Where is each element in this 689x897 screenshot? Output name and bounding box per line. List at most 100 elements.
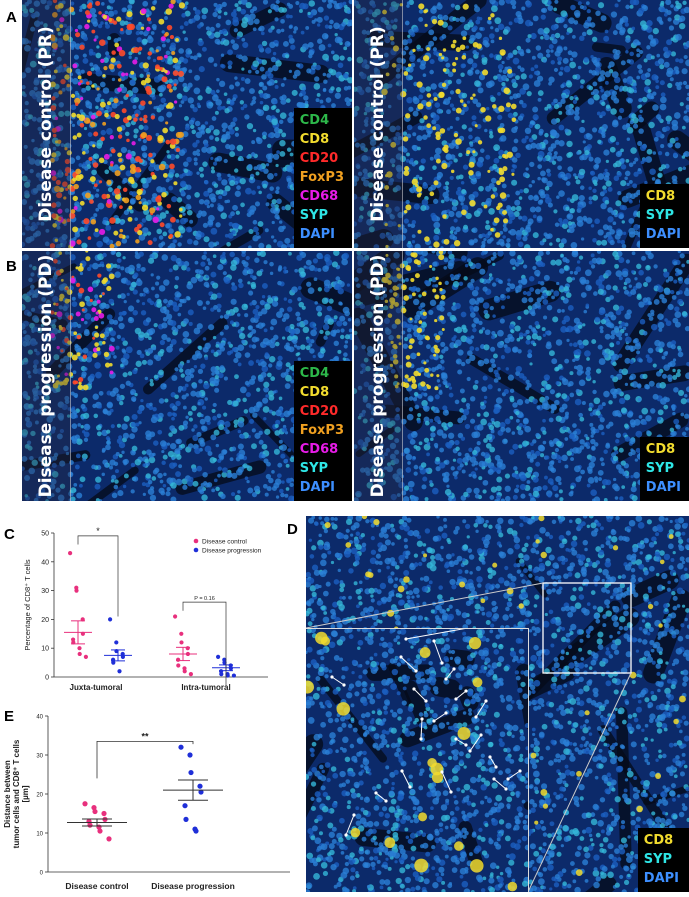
- distance-endpoint: [474, 715, 477, 718]
- data-point: [193, 828, 198, 833]
- data-point: [216, 655, 220, 659]
- zoom-region-box: [543, 583, 631, 673]
- data-point: [68, 551, 72, 555]
- tissue-texture: [354, 0, 689, 248]
- data-point: [82, 801, 87, 806]
- legend-entry: CD8: [300, 130, 344, 149]
- distance-endpoint: [504, 787, 507, 790]
- legend-entry: DAPI: [646, 225, 681, 244]
- distance-endpoint: [404, 637, 407, 640]
- distance-line: [490, 757, 496, 767]
- distance-endpoint: [444, 677, 447, 680]
- data-point: [219, 672, 223, 676]
- distance-line: [470, 735, 481, 751]
- distance-endpoint: [452, 667, 455, 670]
- data-point: [183, 817, 188, 822]
- legend-entry: DAPI: [644, 869, 679, 888]
- distance-endpoint: [488, 755, 491, 758]
- legend-marker: [194, 548, 199, 553]
- distance-endpoint: [414, 669, 417, 672]
- data-point: [189, 672, 193, 676]
- row-label-progression: Disease progression (PD): [354, 251, 403, 501]
- distance-endpoint: [494, 765, 497, 768]
- distance-endpoint: [464, 689, 467, 692]
- legend-entry: CD20: [300, 149, 344, 168]
- panel-letter-a: A: [6, 9, 17, 26]
- legend-entry: CD8: [300, 383, 344, 402]
- data-point: [92, 809, 97, 814]
- data-point: [183, 669, 187, 673]
- distance-line: [446, 669, 454, 679]
- row-label-control: Disease control (PR): [354, 0, 403, 248]
- distance-endpoint: [432, 639, 435, 642]
- y-tick-label: 40: [41, 559, 49, 566]
- distance-line: [456, 691, 466, 699]
- data-point: [179, 632, 183, 636]
- distance-endpoint: [374, 791, 377, 794]
- legend-entry: DAPI: [300, 478, 344, 497]
- significance-label: P = 0.16: [194, 596, 215, 602]
- distance-endpoint: [518, 769, 521, 772]
- legend-marker: [194, 539, 199, 544]
- significance-label: *: [96, 526, 100, 536]
- y-tick-label: 40: [36, 715, 43, 721]
- distance-endpoint: [454, 737, 457, 740]
- data-point: [117, 669, 121, 673]
- x-category-label: Disease control: [65, 881, 128, 891]
- legend-entry: SYP: [300, 206, 344, 225]
- x-category-label: Juxta-tumoral: [70, 683, 123, 692]
- legend-entry: CD68: [300, 440, 344, 459]
- zoom-guide-line: [528, 673, 631, 892]
- tissue-texture: [354, 251, 689, 501]
- data-point: [74, 589, 78, 593]
- distance-endpoint: [440, 770, 443, 773]
- legend-entry: FoxP3: [300, 421, 344, 440]
- legend-entry: FoxP3: [300, 168, 344, 187]
- distance-endpoint: [449, 790, 452, 793]
- distance-line: [421, 719, 422, 739]
- legend-entry: DAPI: [300, 225, 344, 244]
- legend-label: Disease control: [202, 539, 247, 546]
- data-point: [114, 640, 118, 644]
- data-point: [232, 673, 236, 677]
- x-category-label: Disease progression: [151, 881, 235, 891]
- distance-endpoint: [344, 833, 347, 836]
- data-point: [77, 646, 81, 650]
- y-axis-label: [µm]: [21, 785, 30, 802]
- panel-letter-d: D: [287, 521, 298, 538]
- legend-entry: CD8: [646, 187, 681, 206]
- y-tick-label: 20: [36, 793, 43, 799]
- data-point: [84, 655, 88, 659]
- distance-line: [508, 771, 520, 779]
- y-tick-label: 30: [36, 754, 43, 760]
- distance-endpoint: [424, 699, 427, 702]
- distance-endpoint: [330, 675, 333, 678]
- data-point: [101, 811, 106, 816]
- distance-endpoint: [399, 655, 402, 658]
- distance-line: [434, 641, 442, 663]
- distance-endpoint: [479, 733, 482, 736]
- distance-endpoint: [484, 699, 487, 702]
- distance-lines: [306, 629, 528, 892]
- y-axis-label: Distance between: [3, 760, 12, 828]
- data-point: [97, 828, 102, 833]
- distance-endpoint: [454, 697, 457, 700]
- data-point: [176, 663, 180, 667]
- distance-endpoint: [468, 749, 471, 752]
- legend-entry: CD68: [300, 187, 344, 206]
- y-tick-label: 50: [41, 531, 49, 538]
- distance-endpoint: [506, 777, 509, 780]
- legend-entry: CD20: [300, 402, 344, 421]
- distance-line: [442, 772, 451, 792]
- row-label-progression: Disease progression (PD): [22, 251, 71, 501]
- data-point: [108, 617, 112, 621]
- data-point: [197, 784, 202, 789]
